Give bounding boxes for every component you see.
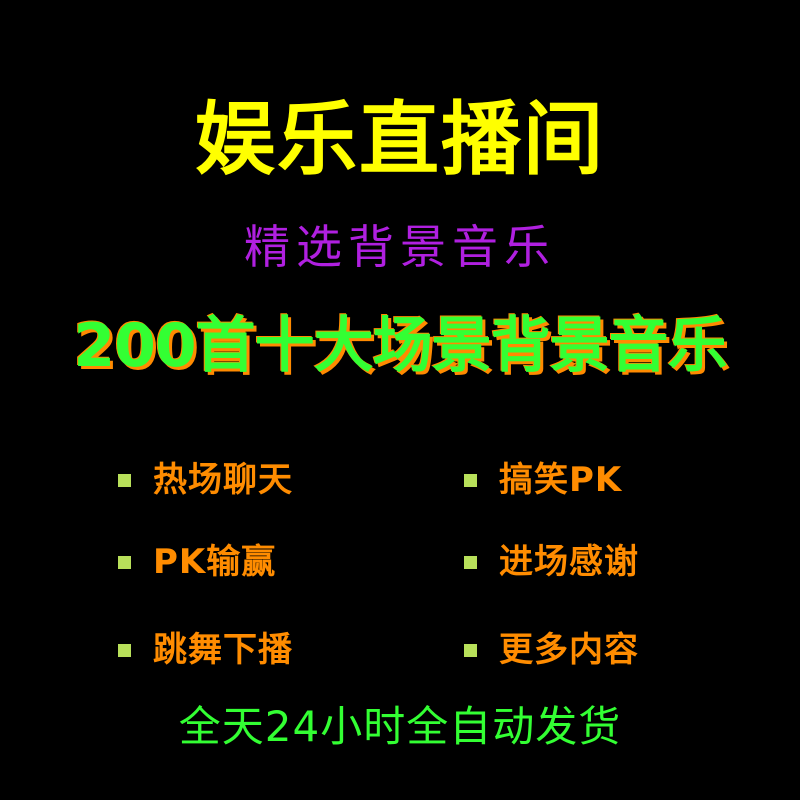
- square-bullet-icon: [464, 555, 477, 569]
- subtitle: 精选背景音乐: [244, 220, 556, 274]
- square-bullet-icon: [118, 555, 131, 569]
- square-bullet-icon: [464, 643, 477, 657]
- feature-item-label: 跳舞下播: [153, 630, 293, 670]
- feature-item-label: 进场感谢: [499, 542, 639, 582]
- feature-item: PK输赢: [118, 542, 276, 582]
- feature-item-label: 热场聊天: [153, 460, 293, 500]
- square-bullet-icon: [118, 643, 131, 657]
- feature-item: 进场感谢: [464, 542, 639, 582]
- feature-item: 搞笑PK: [464, 460, 622, 500]
- feature-item: 跳舞下播: [118, 630, 293, 670]
- footer-text: 全天24小时全自动发货: [178, 702, 622, 751]
- feature-item: 热场聊天: [118, 460, 293, 500]
- square-bullet-icon: [118, 473, 131, 487]
- square-bullet-icon: [464, 473, 477, 487]
- feature-item-label: 搞笑PK: [499, 460, 623, 500]
- feature-item: 更多内容: [464, 630, 639, 670]
- feature-item-label: PK输赢: [153, 542, 277, 582]
- feature-item-label: 更多内容: [499, 630, 639, 670]
- headline: 200首十大场景背景音乐: [73, 311, 727, 381]
- main-title: 娱乐直播间: [195, 93, 605, 186]
